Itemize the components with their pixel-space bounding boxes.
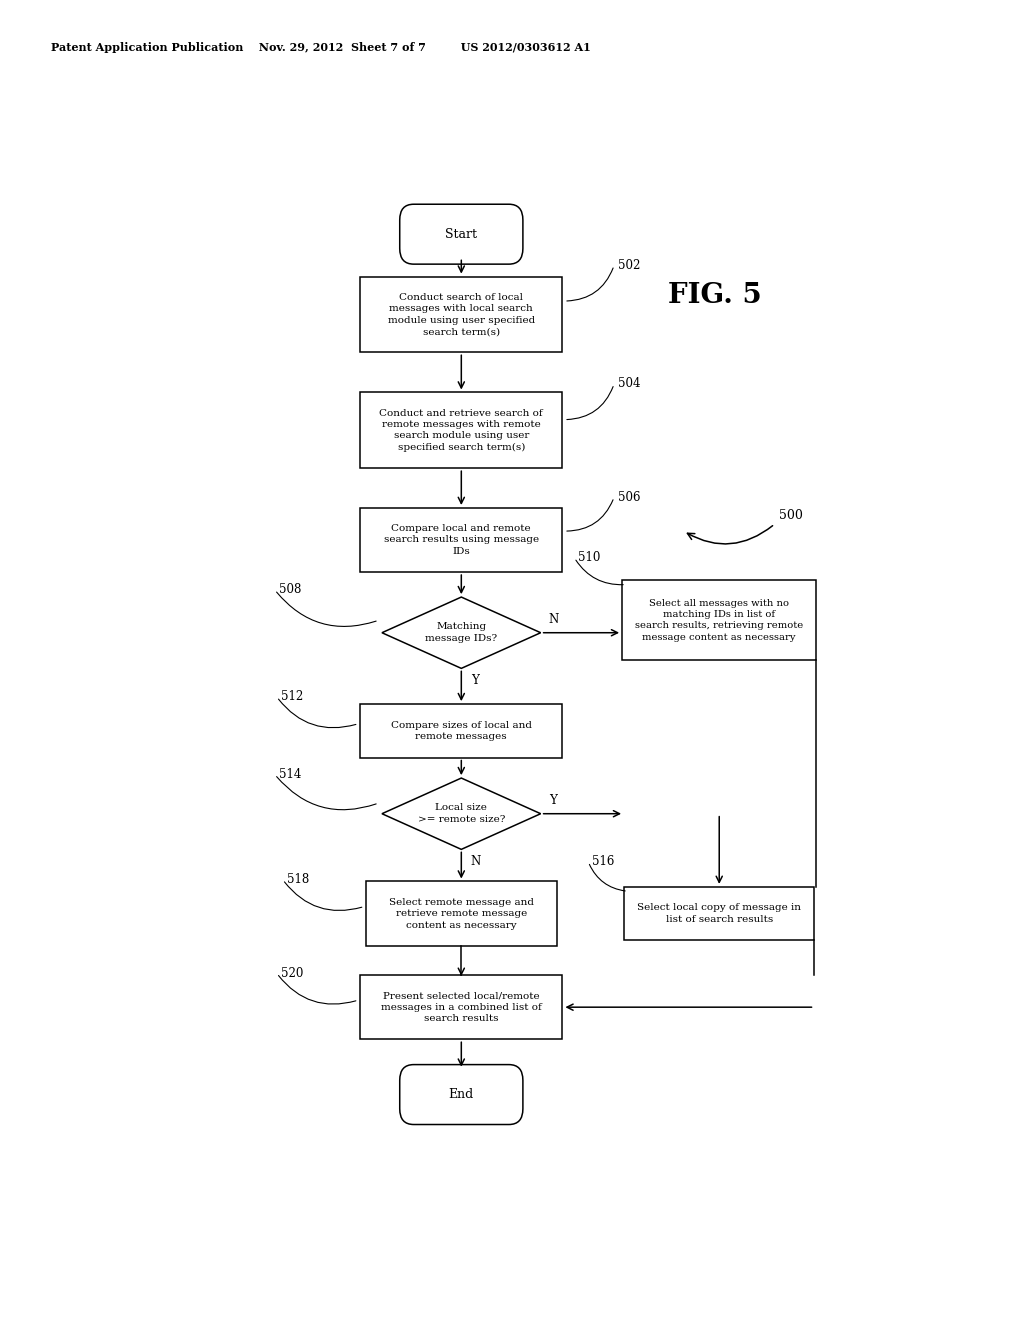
Text: FIG. 5: FIG. 5 <box>668 282 762 309</box>
Text: Conduct search of local
messages with local search
module using user specified
s: Conduct search of local messages with lo… <box>388 293 535 337</box>
Text: Conduct and retrieve search of
remote messages with remote
search module using u: Conduct and retrieve search of remote me… <box>380 409 543 451</box>
Text: 512: 512 <box>281 690 303 704</box>
FancyBboxPatch shape <box>360 704 562 758</box>
Text: Matching
message IDs?: Matching message IDs? <box>425 623 498 643</box>
FancyBboxPatch shape <box>360 392 562 469</box>
Text: Compare sizes of local and
remote messages: Compare sizes of local and remote messag… <box>391 721 531 741</box>
Text: 514: 514 <box>279 768 301 781</box>
Text: 520: 520 <box>281 966 303 979</box>
Text: Local size
>= remote size?: Local size >= remote size? <box>418 804 505 824</box>
FancyBboxPatch shape <box>622 579 816 660</box>
Text: Select local copy of message in
list of search results: Select local copy of message in list of … <box>637 903 801 924</box>
Text: 500: 500 <box>778 508 803 521</box>
Text: 510: 510 <box>579 552 601 565</box>
Text: 508: 508 <box>279 583 301 597</box>
Text: 502: 502 <box>618 259 640 272</box>
FancyBboxPatch shape <box>360 508 562 572</box>
Text: Present selected local/remote
messages in a combined list of
search results: Present selected local/remote messages i… <box>381 991 542 1023</box>
Text: N: N <box>549 612 559 626</box>
Text: Compare local and remote
search results using message
IDs: Compare local and remote search results … <box>384 524 539 556</box>
Text: N: N <box>471 855 481 867</box>
Text: Y: Y <box>471 673 478 686</box>
Text: Select remote message and
retrieve remote message
content as necessary: Select remote message and retrieve remot… <box>389 898 534 929</box>
Text: 518: 518 <box>287 874 309 886</box>
Text: Patent Application Publication    Nov. 29, 2012  Sheet 7 of 7         US 2012/03: Patent Application Publication Nov. 29, … <box>51 42 591 53</box>
FancyBboxPatch shape <box>399 1065 523 1125</box>
Polygon shape <box>382 597 541 668</box>
Text: 506: 506 <box>618 491 641 504</box>
Text: 504: 504 <box>618 378 641 391</box>
FancyBboxPatch shape <box>624 887 814 940</box>
Polygon shape <box>382 777 541 849</box>
FancyBboxPatch shape <box>360 276 562 352</box>
Text: Y: Y <box>549 793 556 807</box>
FancyBboxPatch shape <box>367 882 557 945</box>
Text: Select all messages with no
matching IDs in list of
search results, retrieving r: Select all messages with no matching IDs… <box>635 598 804 642</box>
FancyBboxPatch shape <box>360 975 562 1039</box>
Text: 516: 516 <box>592 855 614 869</box>
FancyBboxPatch shape <box>399 205 523 264</box>
Text: End: End <box>449 1088 474 1101</box>
Text: Start: Start <box>445 227 477 240</box>
